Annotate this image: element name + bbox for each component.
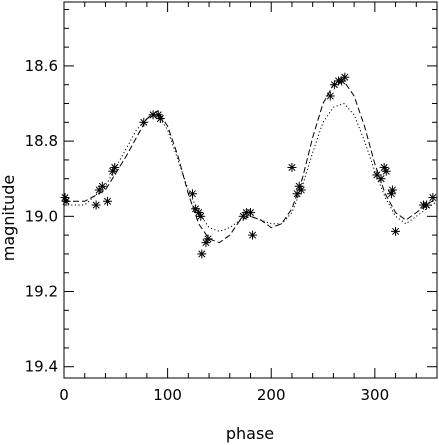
data-point-asterisk: [248, 230, 258, 240]
data-point-asterisk: [381, 166, 391, 176]
data-point-asterisk: [325, 91, 335, 101]
data-point-asterisk: [187, 189, 197, 199]
data-point-asterisk: [296, 185, 306, 195]
data-point-asterisk: [287, 162, 297, 172]
data-point-asterisk: [340, 72, 350, 82]
data-point-asterisk: [387, 185, 397, 195]
y-tick-label: 19.4: [25, 358, 58, 376]
y-tick-label: 18.6: [25, 57, 58, 75]
data-point-asterisk: [379, 162, 389, 172]
data-point-asterisk: [292, 189, 302, 199]
data-point-asterisk: [376, 174, 386, 184]
plot-frame: [63, 1, 438, 379]
x-tick-label: 200: [257, 386, 286, 404]
data-point-asterisk: [103, 196, 113, 206]
x-tick-label: 300: [361, 386, 390, 404]
data-point-asterisk: [61, 196, 71, 206]
x-tick-label: 100: [153, 386, 182, 404]
data-point-asterisk: [372, 170, 382, 180]
dotted-model-curve: [64, 102, 438, 232]
axis-ticks: 18.6 18.8 19.0 19.2 19.40 100 200 300: [25, 2, 438, 404]
data-point-asterisk: [196, 211, 206, 221]
data-point-asterisk: [203, 234, 213, 244]
data-point-asterisk: [155, 114, 165, 124]
data-point-asterisk: [422, 200, 432, 210]
data-point-asterisk: [386, 189, 396, 199]
y-axis-title: magnitude: [0, 175, 18, 262]
y-tick-label: 19.2: [25, 283, 58, 301]
plot-axes: [63, 1, 438, 379]
y-tick-label: 19.0: [25, 207, 58, 225]
data-point-asterisk: [139, 117, 149, 127]
data-point-asterisk: [391, 226, 401, 236]
dashed-model-curve: [64, 80, 438, 244]
data-point-asterisk: [246, 208, 255, 218]
model-curves: [64, 80, 438, 244]
y-tick-label: 18.8: [25, 132, 58, 150]
data-point-asterisk: [197, 249, 207, 259]
data-point-asterisk: [329, 80, 339, 90]
x-axis-title: phase: [226, 424, 274, 443]
data-point-asterisk: [91, 200, 101, 210]
data-point-asterisk: [97, 181, 107, 191]
data-points: [60, 72, 438, 259]
x-tick-label: 0: [59, 386, 69, 404]
data-point-asterisk: [110, 162, 120, 172]
